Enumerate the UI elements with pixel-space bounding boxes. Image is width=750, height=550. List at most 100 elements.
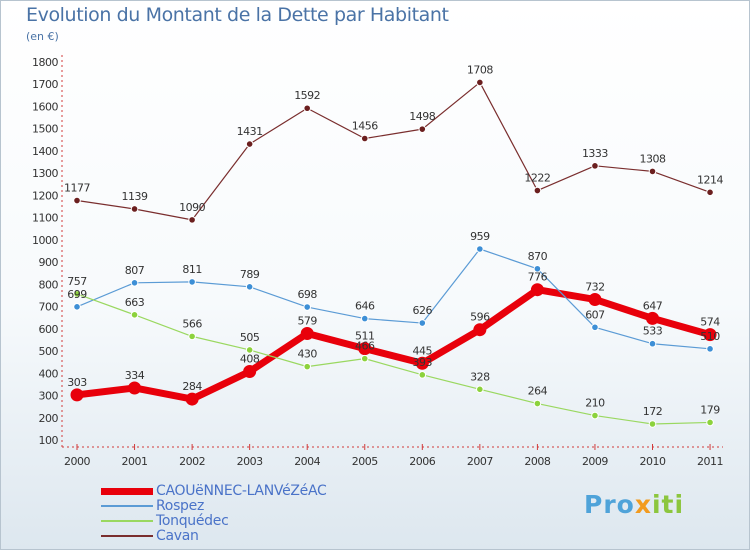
legend-item: Rospez [101,499,401,514]
data-label: 698 [297,288,317,301]
data-point [530,283,544,297]
data-label: 510 [700,330,720,343]
data-point [360,134,369,143]
data-point [73,290,81,298]
legend-item: Cavan [101,529,401,544]
data-label: 445 [413,344,433,357]
data-label: 1708 [467,63,493,76]
data-point [476,385,484,394]
data-label: 663 [125,296,145,309]
data-point [418,371,427,379]
data-point [418,319,427,327]
data-label: 579 [297,314,317,327]
data-point [418,125,427,133]
legend-label: CAOUëNNEC-LANVéZéAC [156,483,327,499]
data-point [591,411,599,420]
logo-part-iti: iti [651,490,685,519]
y-tick-label: 400 [39,367,59,380]
data-point [533,399,542,408]
data-label: 566 [182,317,202,330]
data-point [188,332,196,341]
legend-label: Rospez [156,498,205,514]
data-label: 1222 [524,172,550,185]
legend-swatch [101,535,153,537]
y-tick-label: 300 [39,390,59,403]
data-point [243,365,257,379]
data-point [415,356,429,370]
data-label: 870 [528,250,548,263]
data-point [245,346,254,354]
y-tick-label: 100 [39,434,59,447]
x-tick-label: 2005 [352,455,378,468]
data-point [533,264,542,273]
y-tick-label: 700 [39,301,59,314]
data-label: 959 [470,230,490,243]
legend-swatch [101,487,153,495]
y-tick-label: 1800 [32,56,58,69]
data-label: 1139 [122,190,148,203]
data-point [188,216,196,224]
y-tick-label: 1500 [32,123,58,136]
data-label: 1214 [697,173,723,186]
data-point [73,196,81,205]
data-label: 533 [643,325,663,338]
legend-swatch [101,505,153,507]
data-point [188,278,196,286]
data-point [245,140,254,148]
data-label: 264 [528,385,548,398]
legend: CAOUëNNEC-LANVéZéAC Rospez Tonquédec Cavan [101,484,401,544]
logo-part-pro: Pro [584,490,635,519]
x-tick-label: 2002 [179,455,205,468]
series-line-4 [76,81,711,221]
x-tick-label: 2011 [697,455,723,468]
data-point [591,162,599,170]
data-point [706,418,714,427]
data-label: 334 [125,369,145,382]
y-tick-label: 1600 [32,100,58,113]
data-label: 284 [182,380,202,393]
data-label: 1592 [294,89,320,102]
unit-label: (en €) [26,30,59,43]
legend-label: Tonquédec [156,513,229,529]
data-point [300,326,314,340]
y-tick-label: 1000 [32,234,58,247]
data-point [648,167,657,176]
data-label: 732 [585,280,605,293]
data-label: 303 [67,376,87,389]
x-tick-label: 2004 [294,455,320,468]
data-label: 811 [182,263,202,276]
data-point [476,78,484,87]
y-tick-label: 1100 [32,212,58,225]
data-label: 699 [67,288,87,301]
data-point [128,381,142,395]
data-label: 757 [67,275,87,288]
data-label: 1177 [64,182,90,195]
data-point [303,104,312,113]
data-point [130,311,139,319]
y-tick-label: 500 [39,345,59,358]
data-point [70,388,84,402]
data-label: 596 [470,311,490,324]
data-point [245,282,254,291]
y-tick-label: 1700 [32,78,58,91]
data-label: 1456 [352,119,378,132]
legend-label: Cavan [156,528,199,544]
data-label: 1498 [409,110,435,123]
data-label: 789 [240,268,260,281]
data-point [533,186,542,195]
data-point [360,314,369,323]
logo-part-x: x [634,490,652,519]
data-point [646,311,659,325]
data-label: 1308 [640,152,666,165]
data-point [473,323,487,337]
y-tick-label: 1300 [32,167,58,180]
legend-swatch [101,520,153,522]
data-point [130,205,139,213]
data-point [648,420,657,428]
data-point [476,245,484,253]
data-label: 647 [643,299,663,312]
y-tick-label: 200 [39,412,59,425]
data-label: 430 [297,348,317,361]
